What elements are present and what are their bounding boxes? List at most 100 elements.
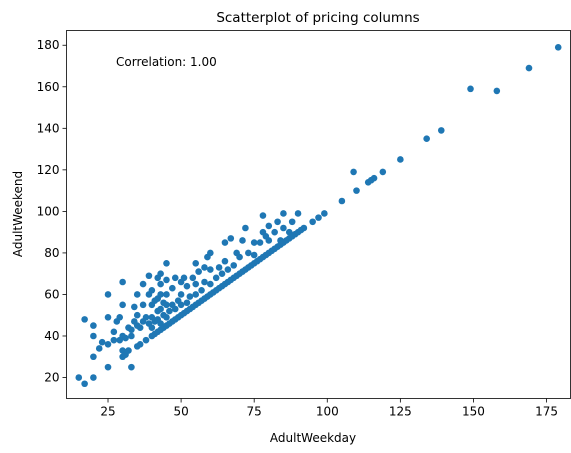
data-point: [142, 314, 150, 321]
data-point: [198, 287, 205, 294]
data-point: [142, 336, 150, 344]
data-point: [250, 239, 258, 246]
data-point: [136, 324, 144, 331]
data-point: [218, 270, 226, 277]
y-axis: 20 40 60 80 100 120 140 160 180: [37, 38, 67, 385]
data-point: [437, 127, 445, 134]
data-point: [125, 347, 132, 354]
data-point: [321, 210, 328, 217]
data-point: [163, 314, 170, 321]
data-point: [379, 168, 387, 176]
data-point: [104, 341, 112, 348]
data-point: [201, 264, 208, 271]
data-point: [280, 224, 287, 232]
data-point: [300, 224, 308, 232]
data-point: [207, 280, 214, 288]
data-point: [242, 224, 249, 232]
data-point: [227, 235, 235, 242]
x-tick-label: 175: [535, 405, 558, 419]
data-point: [192, 260, 200, 267]
correlation-annotation: Correlation: 1.00: [116, 55, 217, 69]
data-point: [212, 274, 220, 282]
data-point: [90, 353, 97, 361]
data-point: [166, 307, 173, 315]
data-point: [207, 266, 214, 273]
data-point: [139, 301, 147, 309]
data-point: [136, 341, 144, 348]
data-point: [171, 274, 179, 282]
data-point: [90, 322, 97, 329]
data-point: [163, 301, 170, 309]
data-point: [157, 270, 164, 277]
y-tick-label: 120: [37, 163, 60, 177]
data-point: [133, 311, 141, 319]
data-point: [133, 291, 141, 298]
data-point: [554, 44, 562, 51]
data-point: [145, 272, 153, 280]
data-point: [171, 305, 179, 313]
data-point: [294, 210, 302, 217]
data-point: [157, 291, 164, 298]
data-point: [98, 338, 106, 346]
data-point: [128, 363, 135, 371]
x-tick-label: 125: [389, 405, 412, 419]
data-point: [128, 332, 135, 340]
data-point: [309, 218, 316, 226]
data-point: [163, 291, 170, 298]
x-tick-label: 150: [462, 405, 485, 419]
data-point: [256, 239, 264, 246]
x-tick-label: 50: [173, 405, 188, 419]
x-axis-label: AdultWeekday: [270, 431, 356, 445]
data-point: [265, 237, 273, 244]
data-point: [192, 280, 200, 288]
data-point: [104, 291, 112, 298]
y-tick-label: 80: [44, 246, 59, 260]
data-point: [224, 266, 232, 273]
data-point: [128, 326, 135, 334]
data-point: [265, 222, 273, 230]
data-point: [119, 301, 126, 309]
y-tick-label: 60: [44, 287, 59, 301]
data-point: [81, 380, 88, 388]
x-axis: 25 50 75 100 125 150 175: [100, 398, 558, 419]
data-point: [177, 301, 185, 309]
data-point: [215, 264, 223, 271]
x-tick-label: 75: [247, 405, 262, 419]
scatter-points: [75, 44, 562, 388]
data-point: [195, 268, 202, 275]
data-point: [239, 237, 246, 244]
data-point: [131, 303, 138, 311]
data-point: [493, 87, 501, 95]
data-point: [116, 314, 124, 321]
y-tick-label: 40: [44, 329, 59, 343]
data-point: [288, 218, 296, 226]
data-point: [110, 328, 118, 336]
data-point: [104, 314, 112, 321]
y-tick-label: 100: [37, 204, 60, 218]
y-tick-label: 160: [37, 80, 60, 94]
data-point: [201, 278, 208, 286]
data-point: [157, 280, 164, 288]
chart-title: Scatterplot of pricing columns: [216, 10, 419, 26]
data-point: [148, 324, 156, 331]
data-point: [525, 64, 533, 72]
y-axis-label: AdultWeekend: [11, 171, 25, 257]
data-point: [221, 239, 229, 246]
data-point: [90, 332, 97, 340]
x-tick-label: 100: [316, 405, 339, 419]
data-point: [423, 135, 430, 142]
data-point: [163, 260, 170, 267]
data-point: [119, 278, 126, 286]
data-point: [90, 374, 97, 381]
data-point: [315, 214, 322, 221]
y-tick-label: 20: [44, 371, 59, 385]
y-tick-label: 180: [37, 38, 60, 52]
data-point: [250, 251, 258, 259]
data-point: [259, 212, 267, 219]
y-tick-label: 140: [37, 121, 60, 135]
data-point: [169, 284, 176, 292]
data-point: [110, 336, 118, 344]
data-point: [75, 374, 83, 381]
data-point: [189, 274, 197, 282]
